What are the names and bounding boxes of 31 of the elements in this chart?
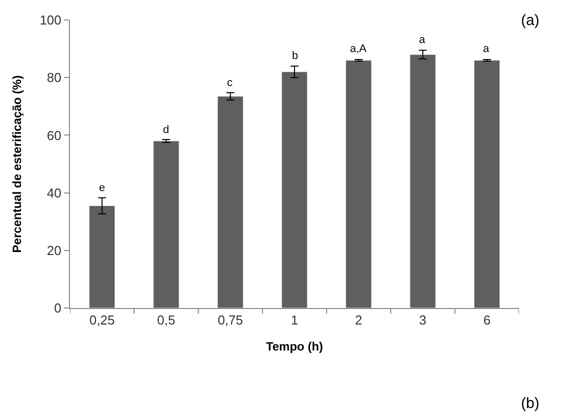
annotation: a,A [350, 43, 368, 55]
annotation: a [419, 34, 426, 46]
x-tick-label: 0,5 [157, 312, 176, 328]
x-tick-label: 2 [355, 312, 362, 328]
x-tick-label: 0,25 [89, 312, 115, 328]
y-tick-label: 60 [46, 128, 62, 143]
x-tick-label: 1 [290, 312, 298, 328]
x-tick-label: 0,75 [218, 312, 244, 328]
bar [410, 54, 436, 308]
text: (a) [521, 12, 540, 29]
annotation: e [99, 182, 106, 194]
annotation: c [227, 77, 233, 89]
y-tick-label: 80 [46, 70, 62, 86]
y-axis-title: Percentual de esterificação (%) [10, 75, 24, 253]
bar [153, 140, 180, 308]
y-tick-label: 100 [40, 12, 62, 28]
y-tick-label: 20 [46, 242, 62, 258]
x-tick-label: 6 [483, 312, 491, 328]
bar [474, 60, 500, 308]
text: (b) [521, 395, 540, 412]
annotation: a [483, 43, 490, 55]
x-axis-title: Tempo (h) [266, 340, 324, 354]
bar [217, 96, 244, 308]
annotation: d [163, 124, 170, 136]
y-tick-label: 0 [54, 300, 62, 316]
bar [346, 60, 372, 308]
bar [281, 72, 308, 308]
bar [88, 206, 116, 308]
annotation: b [292, 50, 298, 62]
x-tick-label: 3 [419, 312, 426, 328]
y-tick-label: 40 [46, 185, 62, 200]
